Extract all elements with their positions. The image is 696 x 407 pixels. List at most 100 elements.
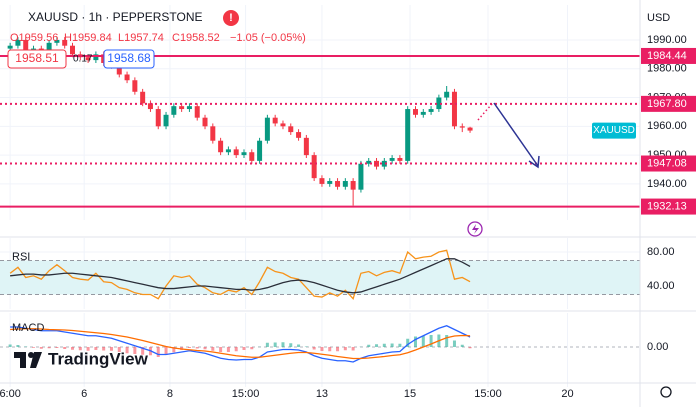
histogram-bar: [328, 347, 332, 352]
candle-body: [62, 39, 68, 46]
histogram-bar: [187, 347, 191, 348]
candle-body: [225, 149, 231, 153]
candle-body: [186, 106, 192, 110]
histogram-bar: [320, 347, 324, 351]
logo-glyph: [30, 352, 42, 368]
candle-body: [179, 106, 185, 110]
histogram-bar: [382, 343, 386, 347]
spread: 0.17: [73, 54, 93, 65]
arrow-head: [528, 155, 540, 169]
histogram-bar: [172, 347, 176, 353]
level-label: 1967.80: [647, 98, 687, 110]
candle-body: [202, 117, 208, 127]
x-tick-label: 6:00: [0, 388, 21, 400]
candle-body: [233, 149, 239, 156]
alert-icon[interactable]: [467, 221, 483, 237]
x-tick-label: 15:00: [232, 388, 260, 400]
candle-body: [405, 109, 411, 161]
candle-body: [140, 91, 146, 104]
histogram-bar: [78, 347, 82, 351]
candle-body: [54, 39, 60, 43]
candle-body: [444, 91, 450, 98]
histogram-bar: [219, 347, 223, 352]
candle-body: [412, 109, 418, 115]
candle-body: [257, 140, 263, 161]
candle-body: [124, 74, 130, 81]
ask-box[interactable]: [103, 49, 155, 69]
arrow: [493, 102, 539, 167]
histogram-bar: [421, 335, 425, 347]
y-tick-label: 1990.00: [647, 34, 687, 46]
histogram-bar: [109, 347, 113, 351]
candle-body: [163, 114, 169, 127]
candle-body: [397, 157, 403, 161]
histogram-bar: [445, 335, 449, 347]
ohlc-low: L1957.74: [118, 32, 164, 44]
bid-price[interactable]: 1958.51: [15, 51, 59, 65]
level-label: 1932.13: [647, 200, 687, 212]
histogram-bar: [164, 347, 168, 355]
ohlc-change: −1.05 (−0.05%): [230, 32, 306, 44]
candle-body: [132, 80, 138, 92]
warning-glyph: !: [229, 12, 233, 24]
level-label: 1984.44: [647, 50, 687, 62]
histogram-bar: [250, 347, 254, 350]
marks-layer: [0, 37, 640, 363]
candle-body: [451, 91, 457, 127]
x-tick-label: 15:00: [474, 388, 502, 400]
level-badge: [641, 95, 696, 112]
histogram-bar: [406, 338, 410, 347]
y-tick-label: 1980.00: [647, 63, 687, 75]
histogram-bar: [265, 342, 269, 347]
histogram-bar: [375, 344, 379, 347]
candle-body: [93, 54, 99, 61]
ohlc-close: C1958.52: [172, 32, 220, 44]
histogram-bar: [234, 347, 238, 352]
currency[interactable]: USD: [647, 12, 670, 24]
settings-icon[interactable]: [660, 386, 672, 398]
warning-icon[interactable]: [223, 10, 239, 26]
candle-body: [381, 160, 387, 167]
candle-body: [7, 45, 13, 49]
candle-body: [155, 109, 161, 127]
x-tick-label: 20: [561, 388, 573, 400]
level-label: 1947.08: [647, 157, 687, 169]
candle-body: [272, 117, 278, 124]
histogram-bar: [32, 347, 36, 348]
y-tick-label: 0.00: [647, 341, 668, 353]
candle-body: [218, 140, 224, 153]
histogram-bar: [156, 347, 160, 357]
candle-body: [116, 65, 122, 75]
candle-body: [389, 157, 395, 161]
header: XAUUSD · 1h · PEPPERSTONE O1959.56 H1959…: [10, 10, 670, 368]
alert-bolt: [472, 224, 479, 234]
symbol-tag-box: [592, 122, 636, 139]
candle-body: [249, 152, 255, 161]
x-tick-label: 6: [81, 388, 87, 400]
histogram-bar: [398, 343, 402, 347]
candle-body: [210, 126, 216, 141]
level-badge: [641, 155, 696, 172]
candle-body: [327, 181, 333, 184]
histogram-bar: [102, 347, 106, 351]
histogram-bar: [203, 347, 207, 350]
candle-body: [342, 181, 348, 187]
histogram-bar: [273, 342, 277, 347]
candle-body: [467, 127, 473, 131]
candle-body: [147, 103, 153, 110]
histogram-bar: [47, 347, 51, 349]
y-tick-label: 80.00: [647, 246, 675, 258]
bid-box[interactable]: [7, 49, 67, 69]
histogram-bar: [141, 347, 145, 355]
candle-body: [171, 106, 177, 115]
ask-price[interactable]: 1958.68: [107, 51, 151, 65]
candle-body: [420, 111, 426, 115]
logo-glyph: [20, 352, 26, 368]
candle-body: [85, 57, 91, 61]
y-tick-label: 40.00: [647, 280, 675, 292]
histogram-bar: [390, 343, 394, 347]
y-tick-label: 1940.00: [647, 178, 687, 190]
histogram-bar: [304, 346, 308, 347]
